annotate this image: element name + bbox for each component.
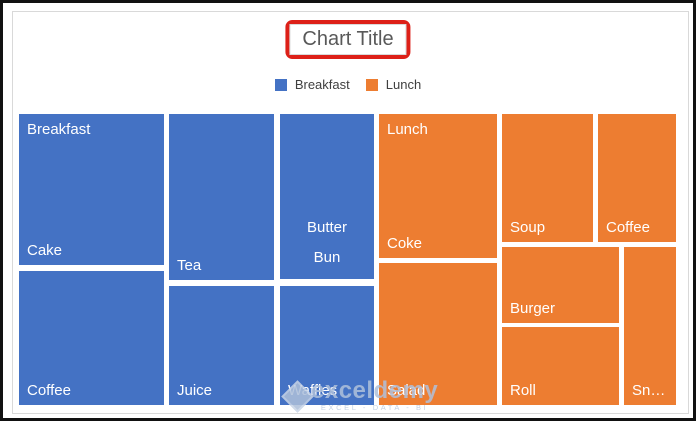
treemap-tile-lunch-coffee[interactable]: Coffee [598, 114, 676, 242]
treemap-tile-label: Butter Bun [306, 219, 348, 266]
treemap-tile-label: Juice [177, 382, 213, 399]
treemap-tile-breakfast-waffles[interactable]: Waffles [280, 286, 374, 405]
treemap-tile-label: Burger [510, 300, 556, 317]
treemap-tile-lunch-soup[interactable]: Soup [502, 114, 593, 242]
title-highlight-annotation: Chart Title [285, 20, 411, 59]
treemap-tile-lunch-salad[interactable]: Salad [379, 263, 497, 405]
chart-title[interactable]: Chart Title [289, 24, 407, 55]
treemap-tile-label: Soup [510, 219, 546, 236]
treemap-tile-lunch-coke[interactable]: Lunch Coke [379, 114, 497, 258]
treemap-tile-lunch-burger[interactable]: Burger [502, 247, 619, 323]
lunch-swatch-icon [365, 78, 378, 91]
treemap-tile-label: Coffee [606, 219, 650, 236]
treemap-tile-label: Salad [387, 382, 426, 399]
treemap-group-label-lunch: Lunch [387, 121, 428, 138]
treemap-tile-label: Cake [27, 242, 63, 259]
breakfast-swatch-icon [274, 78, 287, 91]
treemap-tile-breakfast-cake[interactable]: Breakfast Cake [19, 114, 164, 265]
treemap-tile-lunch-roll[interactable]: Roll [502, 327, 619, 405]
treemap-group-label-breakfast: Breakfast [27, 121, 91, 138]
treemap: Breakfast Cake Coffee Tea Juice Butter Bun Waff… [3, 3, 693, 418]
treemap-tile-label: Roll [510, 382, 536, 399]
treemap-tile-breakfast-tea[interactable]: Tea [169, 114, 274, 280]
treemap-tile-breakfast-juice[interactable]: Juice [169, 286, 274, 405]
treemap-tile-label: Coke [387, 235, 423, 252]
treemap-tile-breakfast-coffee[interactable]: Coffee [19, 271, 164, 405]
legend-label: Lunch [385, 77, 422, 92]
treemap-tile-label: Waffles [288, 382, 338, 399]
treemap-tile-lunch-sn[interactable]: Sn… [624, 247, 676, 405]
legend-item-lunch[interactable]: Lunch [365, 77, 422, 92]
legend-item-breakfast[interactable]: Breakfast [274, 77, 350, 92]
treemap-tile-label: Tea [177, 257, 202, 274]
chart-legend: Breakfast Lunch [3, 77, 693, 92]
legend-label: Breakfast [294, 77, 350, 92]
treemap-tile-label: Sn… [632, 382, 666, 399]
treemap-tile-breakfast-butter-bun[interactable]: Butter Bun [280, 114, 374, 279]
chart-area-frame [12, 11, 689, 414]
treemap-tile-label: Coffee [27, 382, 71, 399]
